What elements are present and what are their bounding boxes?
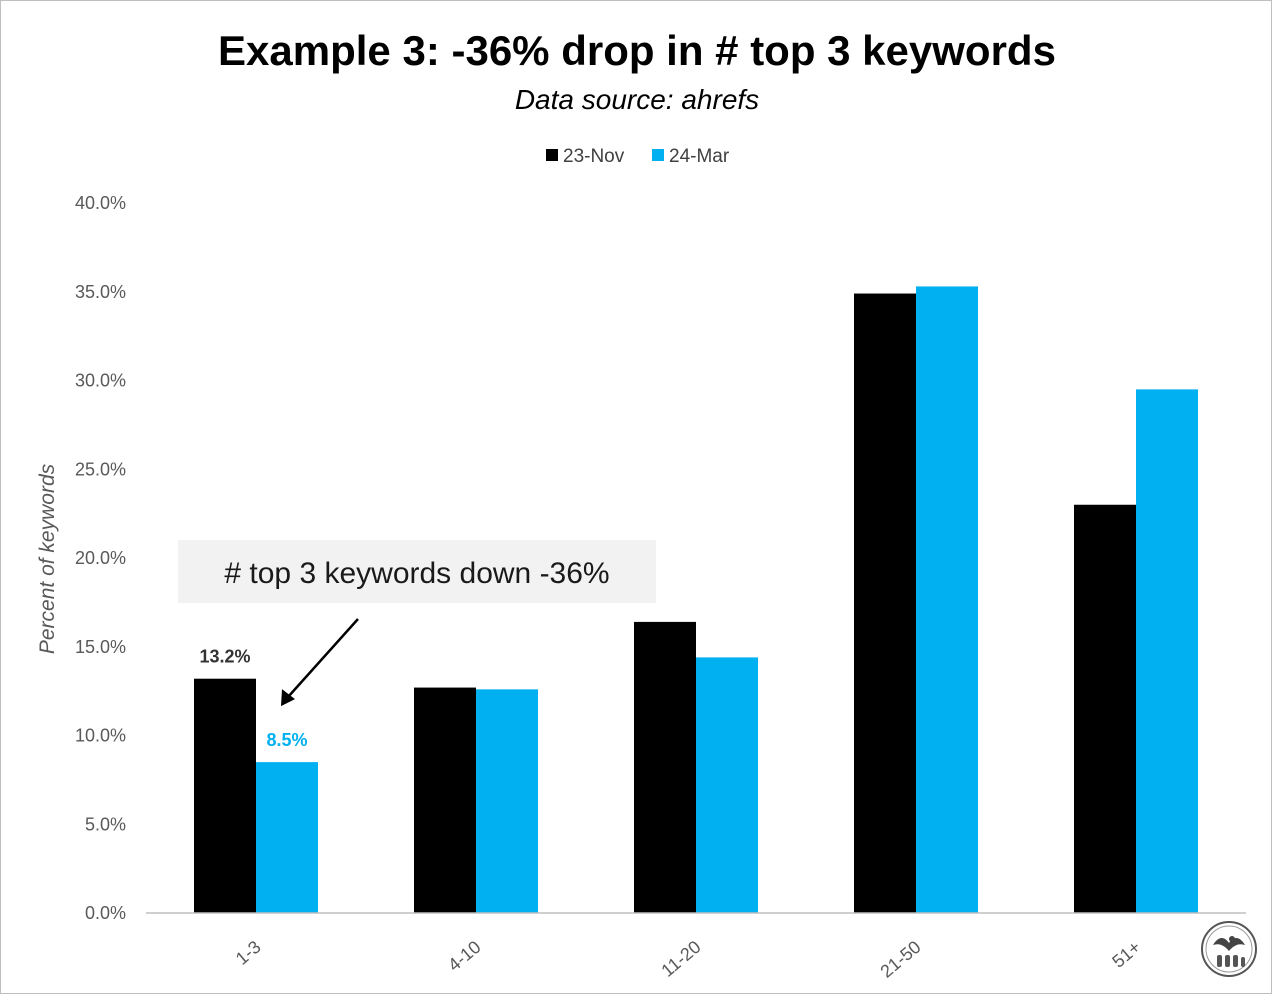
y-tick-label: 0.0%: [85, 903, 126, 923]
data-label-23-Nov: 13.2%: [199, 647, 250, 667]
legend: 23-Nov 24-Mar: [546, 146, 730, 167]
x-category-label: 51+: [1108, 937, 1144, 972]
bar-24-Mar-51+: [1136, 389, 1198, 913]
bar-23-Nov-51+: [1074, 504, 1136, 913]
eagle-seal-logo-icon: [1201, 921, 1257, 977]
bar-24-Mar-11-20: [696, 657, 758, 913]
bar-24-Mar-1-3: [256, 762, 318, 913]
y-tick-label: 25.0%: [75, 459, 126, 479]
legend-label-23-Nov: 23-Nov: [563, 146, 625, 167]
legend-swatch-24-Mar: [652, 149, 664, 161]
y-axis-title: Percent of keywords: [36, 463, 59, 654]
bar-23-Nov-21-50: [854, 293, 916, 913]
annotation: # top 3 keywords down -36%: [178, 540, 656, 707]
bars: [194, 286, 1198, 913]
y-tick-label: 5.0%: [85, 814, 126, 834]
bar-23-Nov-11-20: [634, 621, 696, 913]
y-tick-label: 10.0%: [75, 726, 126, 746]
legend-swatch-23-Nov: [546, 149, 558, 161]
x-category-label: 11-20: [657, 937, 704, 981]
annotation-arrow-shaft: [286, 618, 359, 699]
bar-24-Mar-21-50: [916, 286, 978, 913]
y-tick-label: 30.0%: [75, 371, 126, 391]
y-tick-label: 15.0%: [75, 637, 126, 657]
x-category-label: 21-50: [876, 937, 924, 982]
x-axis: 1-3 4-10 11-20 21-50 51+: [146, 912, 1246, 982]
legend-label-24-Mar: 24-Mar: [669, 146, 730, 167]
data-label-24-Mar: 8.5%: [266, 730, 307, 750]
annotation-text: # top 3 keywords down -36%: [224, 557, 609, 590]
annotation-arrow-head: [281, 689, 295, 707]
x-category-label: 4-10: [444, 937, 484, 975]
data-labels: 13.2% 8.5%: [199, 647, 307, 750]
y-axis: 0.0% 5.0% 10.0% 15.0% 20.0% 25.0% 30.0% 35.0% 40…: [75, 193, 126, 923]
y-tick-label: 20.0%: [75, 548, 126, 568]
bar-23-Nov-1-3: [194, 678, 256, 913]
chart-subtitle: Data source: ahrefs: [515, 84, 759, 115]
annotation-box: [178, 540, 656, 603]
x-category-label: 1-3: [232, 937, 265, 969]
bar-23-Nov-4-10: [414, 687, 476, 913]
bar-24-Mar-4-10: [476, 689, 538, 913]
y-tick-label: 40.0%: [75, 193, 126, 213]
y-tick-label: 35.0%: [75, 282, 126, 302]
chart-title: Example 3: -36% drop in # top 3 keywords: [218, 27, 1056, 74]
